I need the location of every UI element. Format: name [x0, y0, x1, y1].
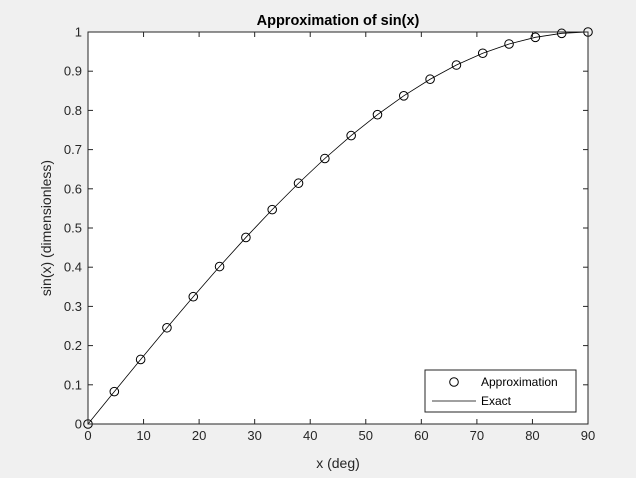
tick-labels: 0 10 20 30 40 50 60 70 80 90 0 0.1 0.2 0.3 0.4 0.5 0.6 0.…	[64, 25, 595, 444]
series-layer	[83, 27, 593, 429]
x-tick-label: 90	[581, 428, 595, 443]
x-tick-label: 0	[84, 428, 91, 443]
x-tick-label: 40	[303, 428, 317, 443]
axis-ticks	[87, 31, 589, 425]
data-point-approximation	[346, 130, 356, 141]
legend-marker-approximation	[449, 377, 459, 387]
x-axis-label: x (deg)	[316, 455, 360, 471]
x-tick-label: 60	[414, 428, 428, 443]
plot-frame	[87, 31, 589, 425]
x-tick-label: 50	[359, 428, 373, 443]
y-tick-label: 0.8	[64, 103, 82, 118]
data-point-approximation	[477, 48, 488, 59]
y-tick-label: 1	[75, 25, 82, 40]
y-tick-label: 0.6	[64, 181, 82, 196]
chart-title: Approximation of sin(x)	[257, 13, 420, 29]
data-point-approximation	[188, 291, 199, 302]
data-point-approximation	[504, 39, 514, 49]
data-point-approximation	[398, 91, 409, 101]
x-tick-label: 20	[192, 428, 206, 443]
y-tick-label: 0.5	[64, 221, 82, 236]
x-tick-label: 70	[470, 428, 484, 443]
x-tick-label: 10	[136, 428, 150, 443]
y-axis-label: sin(x) (dimensionless)	[38, 160, 54, 296]
plot-area	[88, 32, 588, 424]
y-tick-label: 0.4	[64, 260, 82, 275]
legend: Approximation Exact	[424, 369, 577, 413]
x-tick-label: 30	[247, 428, 261, 443]
y-tick-label: 0.9	[64, 64, 82, 79]
x-tick-label: 80	[525, 428, 539, 443]
y-tick-label: 0	[75, 417, 82, 432]
data-point-approximation	[530, 32, 541, 43]
legend-label-exact: Exact	[481, 394, 512, 408]
data-point-approximation	[267, 204, 278, 215]
legend-box	[424, 369, 577, 413]
y-tick-label: 0.7	[64, 142, 82, 157]
data-point-approximation	[320, 153, 330, 164]
data-point-approximation	[162, 322, 172, 333]
data-point-approximation	[241, 232, 251, 243]
data-point-approximation	[425, 74, 435, 85]
legend-label-approximation: Approximation	[481, 375, 558, 389]
data-point-approximation	[372, 109, 383, 120]
data-point-approximation	[214, 261, 225, 272]
y-tick-label: 0.3	[64, 299, 82, 314]
data-point-approximation	[293, 178, 304, 189]
y-tick-label: 0.1	[64, 377, 82, 392]
y-tick-label: 0.2	[64, 338, 82, 353]
data-point-approximation	[135, 354, 146, 365]
data-point-approximation	[451, 60, 462, 70]
data-point-approximation	[109, 386, 120, 397]
series-line-exact	[87, 31, 589, 425]
